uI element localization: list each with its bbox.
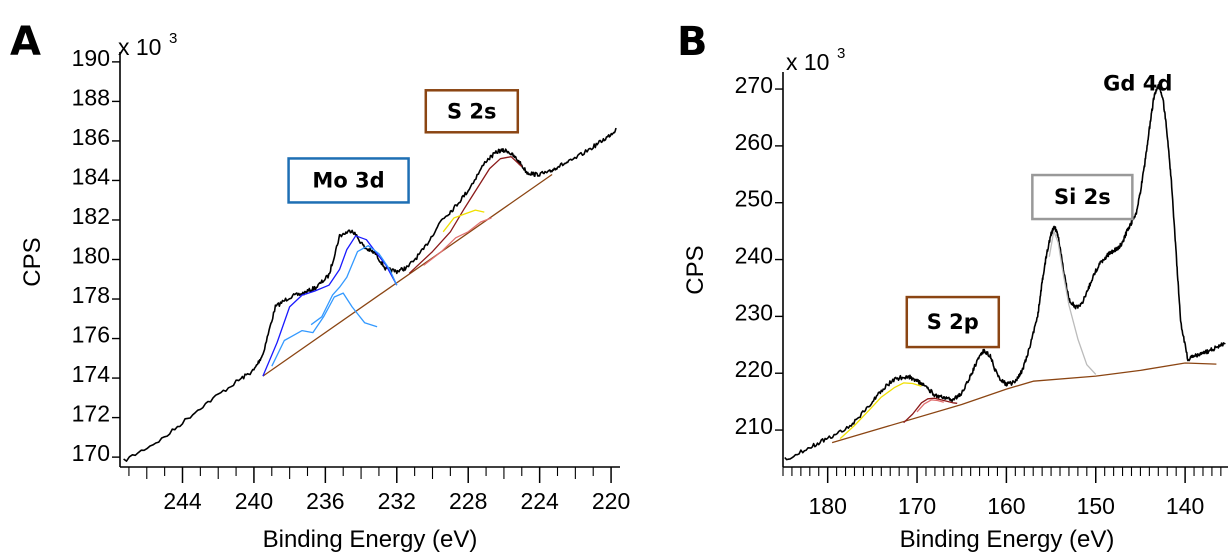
fit-component-line [916, 399, 944, 413]
fit-component-line [1048, 230, 1097, 375]
raw-spectrum-line [123, 127, 617, 462]
y-tick-label: 270 [735, 72, 773, 98]
y-tick-label: 178 [72, 282, 110, 308]
x-tick-label: 236 [306, 488, 344, 514]
x-tick-label: 160 [987, 493, 1025, 519]
y-tick-label: 190 [72, 45, 110, 71]
x-tick-label: 170 [898, 493, 936, 519]
fit-component-line [831, 362, 1217, 444]
y-tick-label: 170 [72, 440, 110, 466]
x-axis-title: Binding Energy (eV) [263, 526, 478, 553]
panel-label: A [10, 19, 41, 65]
x-tick-label: 140 [1166, 493, 1204, 519]
fit-component-line [423, 217, 492, 266]
annotation-box [905, 295, 1001, 349]
fit-component-line [442, 209, 485, 233]
y-multiplier-label: x 10 [786, 49, 829, 75]
y-tick-label: 230 [735, 299, 773, 325]
x-tick-label: 228 [449, 488, 487, 514]
x-tick-label: 180 [808, 493, 846, 519]
y-tick-label: 240 [735, 243, 773, 269]
y-multiplier-exponent: 3 [837, 45, 845, 62]
x-tick-label: 150 [1077, 493, 1115, 519]
y-tick-label: 186 [72, 124, 110, 150]
y-multiplier-exponent: 3 [169, 30, 177, 47]
annotation-label: S 2p [927, 310, 979, 334]
y-tick-label: 210 [735, 413, 773, 439]
annotation-label: S 2s [447, 99, 497, 123]
x-tick-label: 244 [163, 488, 202, 514]
y-tick-label: 180 [72, 243, 110, 269]
y-tick-label: 172 [72, 401, 110, 427]
y-axis-title: CPS [19, 237, 46, 286]
panel-label: B [677, 19, 708, 65]
annotation-label: Gd 4d [1103, 71, 1172, 95]
x-tick-label: 232 [378, 488, 416, 514]
fit-component-line [408, 156, 523, 274]
fit-component-line [839, 382, 922, 440]
y-multiplier-label: x 10 [118, 34, 161, 60]
y-tick-label: 250 [735, 186, 773, 212]
annotation-box [424, 89, 520, 134]
y-tick-label: 220 [735, 356, 773, 382]
y-tick-label: 182 [72, 203, 110, 229]
y-tick-label: 260 [735, 129, 773, 155]
fit-component-line [903, 397, 958, 424]
y-tick-label: 174 [72, 361, 111, 387]
raw-spectrum-line [784, 84, 1226, 461]
x-tick-label: 224 [520, 488, 559, 514]
x-tick-label: 240 [235, 488, 273, 514]
fit-component-line [310, 245, 398, 326]
annotation-label: Si 2s [1054, 185, 1111, 209]
annotation-box [287, 157, 410, 204]
x-tick-label: 220 [592, 488, 630, 514]
annotation-box [1031, 173, 1134, 221]
y-tick-label: 188 [72, 84, 110, 110]
annotation-label: Mo 3d [312, 168, 384, 192]
x-axis-title: Binding Energy (eV) [900, 526, 1115, 553]
y-tick-label: 184 [72, 163, 111, 189]
fit-component-line [262, 173, 553, 377]
y-tick-label: 176 [72, 322, 110, 348]
fit-component-line [271, 292, 378, 367]
y-axis-title: CPS [682, 245, 709, 294]
